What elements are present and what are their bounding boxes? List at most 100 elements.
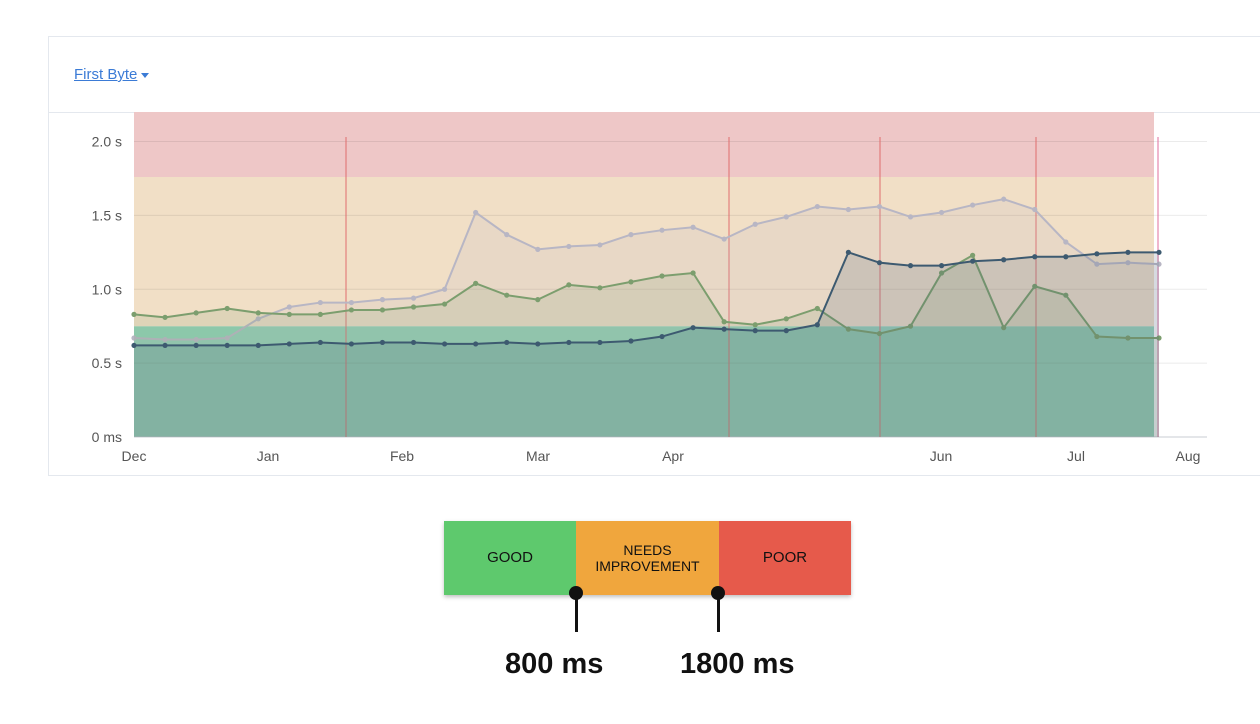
legend-needs-improvement: NEEDS IMPROVEMENT [576,521,719,595]
data-point [535,341,541,347]
data-point [1032,206,1038,213]
data-point [255,316,261,322]
y-tick-label: 1.5 s [92,207,122,223]
data-point [224,305,230,312]
data-point [131,335,137,341]
band-needs-improvement [134,177,1154,327]
series-area [134,199,1159,437]
marker-stem [716,596,720,632]
data-point [286,341,292,347]
data-point [814,305,820,312]
data-point [814,203,820,210]
threshold-marker-poor [711,586,725,632]
data-point [1156,335,1162,341]
data-point [348,341,355,347]
band-poor [134,112,1154,177]
data-point [876,260,883,266]
data-point [162,342,168,349]
data-point [938,209,945,216]
data-point [1063,239,1069,245]
series-area [134,252,1159,437]
data-point [1001,325,1007,331]
metric-dropdown[interactable]: First Byte [74,66,150,83]
marker-dot [711,586,725,600]
marker-stem [574,596,578,632]
x-tick-label: Jun [930,448,953,464]
data-point [970,258,976,264]
data-point [1001,257,1007,263]
band-good [134,326,1154,437]
data-point [597,242,603,248]
data-point [504,339,510,346]
data-point [1156,261,1162,267]
data-point [317,339,323,346]
data-point [907,323,914,329]
grid-lines [134,141,1207,438]
data-point [1125,335,1131,341]
data-point [1032,254,1038,260]
first-byte-chart: 0 ms 0.5 s 1.0 s 1.5 s 2.0 s Dec Jan Feb Mar Apr… [92,112,1207,464]
data-point [535,246,541,252]
data-point [348,307,355,313]
data-point [193,310,199,316]
data-point [410,295,417,301]
data-point [473,341,479,347]
legend-good: GOOD [444,521,576,595]
data-point [876,330,883,337]
data-point [566,282,572,288]
data-point [442,341,448,347]
y-tick-label: 0.5 s [92,355,122,371]
x-tick-label: Jul [1067,448,1085,464]
series-layer [131,196,1162,437]
marker-dot [569,586,583,600]
x-tick-label: Mar [526,448,550,464]
data-point [690,270,696,276]
data-point [783,316,789,322]
data-point [970,202,976,208]
data-point [410,304,417,310]
data-point [721,236,727,242]
data-point [131,311,137,317]
data-point [473,209,479,216]
data-point [659,333,665,340]
data-point [566,243,572,250]
event-markers [345,137,1159,437]
data-point [752,328,758,334]
data-point [690,224,696,230]
data-point [814,322,820,328]
data-point [659,273,665,279]
data-point [659,227,665,233]
metric-dropdown-label: First Byte [74,66,138,83]
x-tick-label: Aug [1176,448,1201,464]
series-area [134,255,1159,437]
data-point [1125,260,1131,266]
data-point [224,335,230,341]
y-tick-label: 1.0 s [92,281,122,297]
data-point [597,339,603,346]
data-point [224,342,230,349]
data-point [162,314,168,320]
caret-down-icon [141,72,150,78]
x-tick-label: Apr [662,448,684,464]
data-point [410,339,417,346]
data-point [1032,283,1038,289]
threshold-legend: GOOD NEEDS IMPROVEMENT POOR [444,521,851,595]
data-point [255,310,261,316]
data-point [1063,254,1069,260]
legend-poor: POOR [719,521,851,595]
data-point [1094,333,1100,340]
data-point [907,263,914,269]
data-point [379,297,386,303]
data-point [597,285,603,291]
data-point [1063,292,1069,298]
data-point [970,252,976,258]
data-point [845,326,851,332]
x-tick-label: Dec [122,448,147,464]
data-point [783,328,789,334]
data-point [907,214,914,220]
legend-needs-improvement-label: NEEDS IMPROVEMENT [595,542,700,574]
data-point [721,319,727,325]
y-axis: 0 ms 0.5 s 1.0 s 1.5 s 2.0 s [92,134,122,445]
y-tick-label: 2.0 s [92,134,122,150]
series-line [133,198,1160,341]
